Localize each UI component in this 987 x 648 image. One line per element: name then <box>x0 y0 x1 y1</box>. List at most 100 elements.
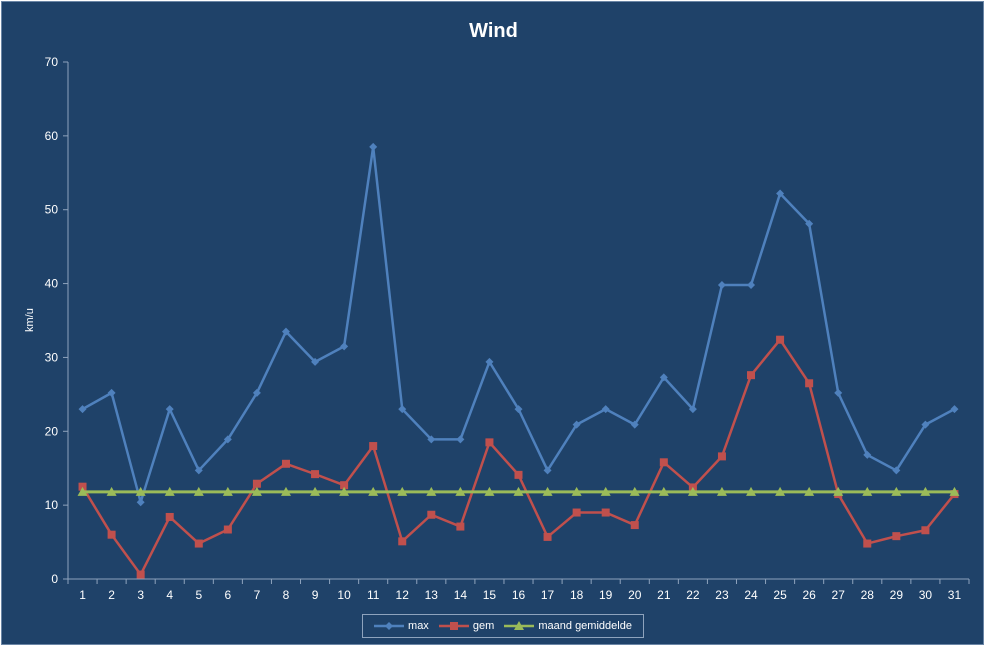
data-point-max <box>863 450 872 459</box>
y-tick-label: 60 <box>45 129 59 143</box>
x-tick-label: 19 <box>599 588 613 602</box>
data-point-gem <box>252 479 261 488</box>
data-point-maand-gemiddelde <box>310 486 321 496</box>
y-tick-label: 20 <box>45 424 59 438</box>
data-point-maand-gemiddelde <box>862 486 873 496</box>
data-point-maand-gemiddelde <box>280 486 291 496</box>
data-point-max <box>281 327 290 336</box>
data-point-gem <box>136 570 145 579</box>
data-point-gem <box>747 371 756 380</box>
data-point-max <box>717 281 726 290</box>
data-point-gem <box>601 508 610 517</box>
y-tick-label: 10 <box>45 498 59 512</box>
data-point-max <box>659 373 668 382</box>
legend-swatch <box>374 622 405 630</box>
data-point-maand-gemiddelde <box>484 486 495 496</box>
data-point-max <box>514 405 523 414</box>
data-point-gem <box>340 481 349 490</box>
data-point-maand-gemiddelde <box>368 486 379 496</box>
data-point-max <box>485 357 494 366</box>
x-tick-label: 25 <box>773 588 787 602</box>
data-point-max <box>252 388 261 397</box>
data-point-max <box>572 420 581 429</box>
x-tick-label: 17 <box>541 588 555 602</box>
series-line-gem <box>81 338 956 576</box>
x-tick-label: 14 <box>454 588 468 602</box>
x-tick-label: 5 <box>195 588 202 602</box>
data-point-gem <box>485 438 494 447</box>
data-point-maand-gemiddelde <box>920 486 931 496</box>
x-tick-label: 15 <box>483 588 497 602</box>
data-point-max <box>311 357 320 366</box>
data-point-maand-gemiddelde <box>106 486 117 496</box>
data-point-max <box>776 189 785 198</box>
data-point-maand-gemiddelde <box>135 486 146 496</box>
x-tick-label: 10 <box>337 588 351 602</box>
y-tick-label: 50 <box>45 203 59 217</box>
x-tick-label: 16 <box>512 588 526 602</box>
data-point-maand-gemiddelde <box>193 486 204 496</box>
x-tick-label: 8 <box>283 588 290 602</box>
y-tick-label: 70 <box>45 55 59 69</box>
data-point-max <box>456 435 465 444</box>
legend-item-gem: gem <box>438 620 494 632</box>
x-tick-label: 4 <box>166 588 173 602</box>
data-point-maand-gemiddelde <box>222 486 233 496</box>
data-point-gem <box>630 521 639 530</box>
data-point-gem <box>311 470 320 479</box>
data-point-maand-gemiddelde <box>949 486 960 496</box>
x-tick-label: 1 <box>79 588 86 602</box>
legend-swatch-marker <box>514 621 525 630</box>
series-line-max <box>81 145 956 504</box>
data-point-gem <box>921 526 930 535</box>
x-tick-label: 20 <box>628 588 642 602</box>
x-tick-label: 24 <box>744 588 758 602</box>
data-point-maand-gemiddelde <box>891 486 902 496</box>
data-point-max <box>747 281 756 290</box>
data-point-gem <box>659 458 668 467</box>
series-layer <box>77 142 960 579</box>
data-point-maand-gemiddelde <box>455 486 466 496</box>
data-point-gem <box>369 442 378 451</box>
data-point-gem <box>223 525 232 534</box>
data-point-gem <box>892 532 901 541</box>
x-tick-label: 28 <box>861 588 875 602</box>
data-point-max <box>369 142 378 151</box>
legend-swatch-marker <box>385 622 394 630</box>
data-point-maand-gemiddelde <box>600 486 611 496</box>
x-tick-label: 9 <box>312 588 319 602</box>
legend-swatch-marker <box>449 622 458 630</box>
x-tick-label: 21 <box>657 588 671 602</box>
data-point-gem <box>78 482 87 491</box>
data-point-max <box>601 405 610 414</box>
data-point-gem <box>194 539 203 548</box>
data-point-maand-gemiddelde <box>77 486 88 496</box>
data-point-max <box>892 466 901 475</box>
series-max <box>78 142 959 507</box>
x-tick-label: 7 <box>254 588 261 602</box>
data-point-maand-gemiddelde <box>746 486 757 496</box>
data-point-gem <box>165 512 174 521</box>
legend-swatch <box>504 621 535 630</box>
legend-item-max: max <box>374 620 429 632</box>
legend: max gem maand gemiddelde <box>362 614 644 638</box>
y-tick-label: 30 <box>45 350 59 364</box>
data-point-gem <box>107 530 116 539</box>
series-maand-gemiddelde <box>77 486 960 496</box>
x-tick-label: 31 <box>948 588 962 602</box>
data-point-gem <box>805 379 814 388</box>
data-point-max <box>223 435 232 444</box>
data-point-gem <box>427 510 436 519</box>
data-point-maand-gemiddelde <box>513 486 524 496</box>
data-point-maand-gemiddelde <box>658 486 669 496</box>
data-point-max <box>340 342 349 351</box>
legend-label: max <box>408 620 429 632</box>
data-point-gem <box>398 537 407 546</box>
data-point-gem <box>514 470 523 479</box>
legend-label: maand gemiddelde <box>538 620 632 632</box>
data-point-gem <box>456 522 465 531</box>
data-point-gem <box>281 459 290 468</box>
x-tick-label: 6 <box>225 588 232 602</box>
data-point-max <box>688 405 697 414</box>
